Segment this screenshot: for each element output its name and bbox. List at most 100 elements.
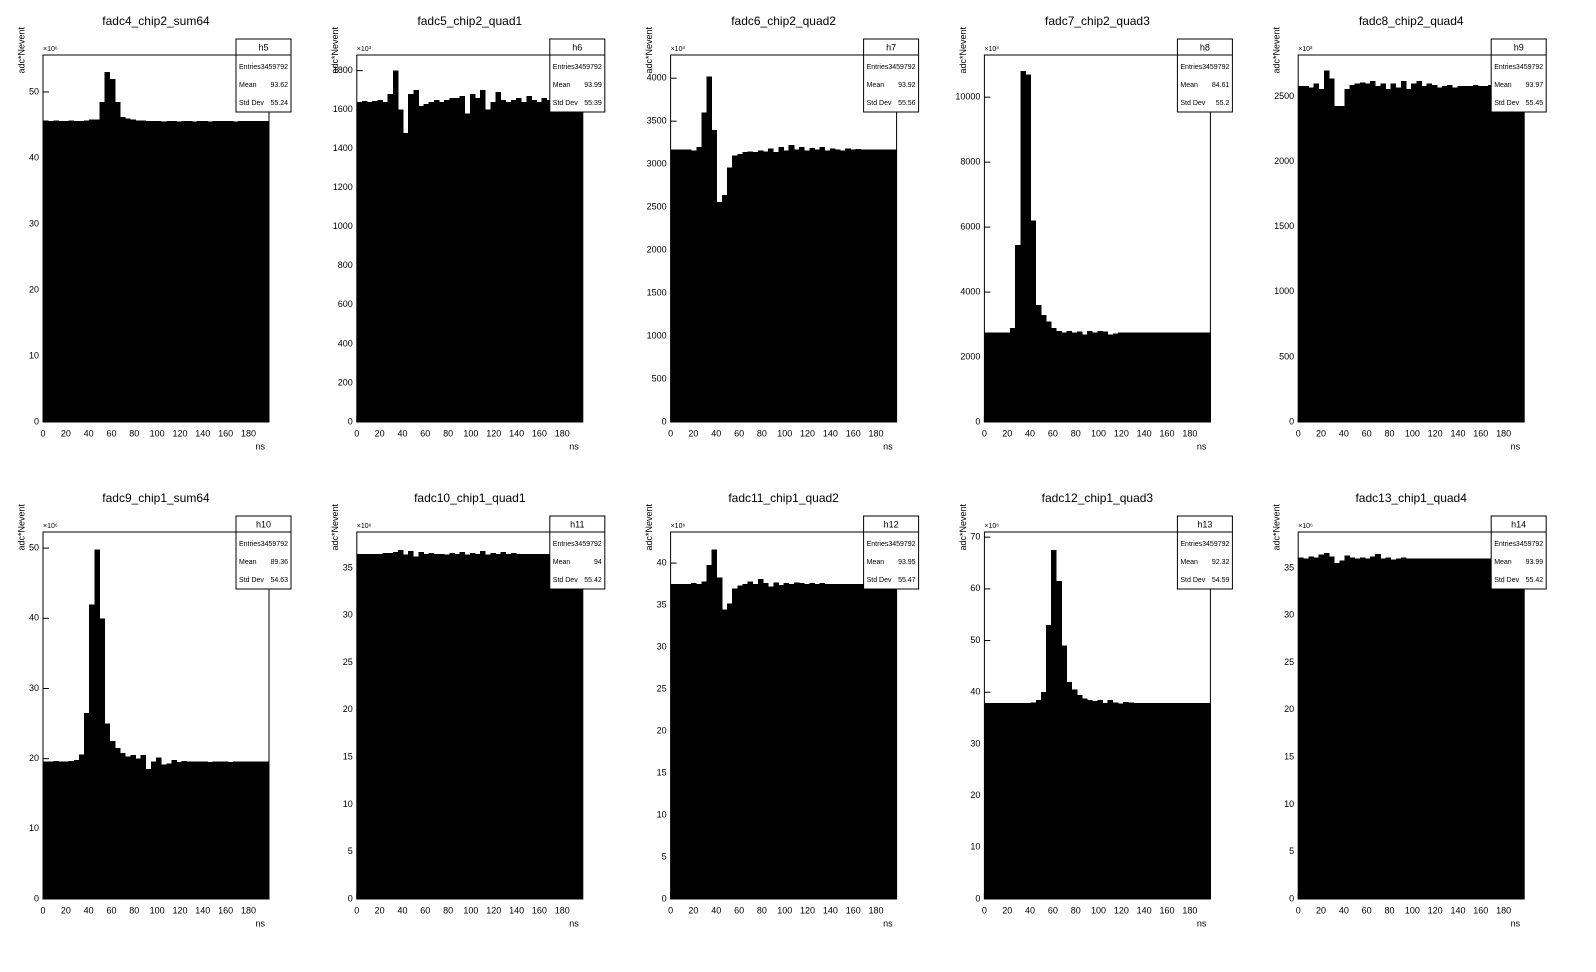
- histogram-bar: [716, 201, 723, 422]
- histogram-bar: [994, 332, 1001, 422]
- histogram-bar: [1421, 86, 1428, 422]
- histogram-bar: [577, 99, 584, 423]
- y-tick-label: 70: [970, 532, 980, 542]
- histogram-bar: [114, 748, 121, 899]
- histogram-bar: [670, 149, 677, 422]
- stats-value: 93.62: [270, 82, 288, 89]
- histogram-bar: [145, 769, 152, 899]
- histogram-bar: [480, 90, 486, 422]
- histogram-bar: [48, 121, 54, 422]
- y-axis-label: adc*Nevent: [958, 27, 968, 74]
- histogram-bar: [161, 764, 167, 899]
- histogram-bar: [1076, 331, 1083, 422]
- histogram-bar: [58, 121, 64, 422]
- stats-label: Entries: [553, 541, 575, 548]
- histogram-bar: [793, 582, 800, 899]
- histogram-bar: [94, 549, 100, 899]
- stats-label: Entries: [867, 541, 889, 548]
- x-tick-label: 40: [1339, 905, 1349, 915]
- histogram-bar: [1189, 703, 1196, 899]
- stats-label: Entries: [1494, 64, 1516, 71]
- histogram-bar: [1179, 332, 1186, 422]
- histogram-bar: [675, 584, 682, 899]
- histogram-bar: [1462, 558, 1469, 899]
- y-tick-label: 5: [1289, 846, 1294, 856]
- histogram-bar: [1081, 698, 1088, 899]
- histogram-bar: [1040, 314, 1047, 422]
- histogram-bar: [202, 761, 208, 899]
- x-tick-label: 120: [172, 428, 187, 438]
- y-tick-label: 3000: [647, 159, 667, 169]
- histogram-bar: [1411, 558, 1417, 899]
- histogram-bar: [413, 90, 419, 422]
- histogram-bar: [521, 101, 527, 422]
- histogram-bar: [176, 121, 183, 422]
- histogram-bar: [1035, 699, 1042, 899]
- x-tick-label: 160: [846, 905, 861, 915]
- stats-value: 93.95: [898, 559, 916, 566]
- histogram-bar: [1030, 702, 1037, 899]
- histogram-bar: [500, 99, 507, 423]
- y-tick-label: 30: [1284, 610, 1294, 620]
- y-tick-label: 30: [657, 641, 667, 651]
- histogram-bar: [984, 703, 990, 899]
- x-tick-label: 0: [1296, 905, 1301, 915]
- histogram-bar: [1303, 86, 1309, 422]
- stats-value: 55.45: [1526, 100, 1544, 107]
- histogram-bar: [140, 755, 147, 899]
- x-tick-label: 180: [555, 905, 570, 915]
- histogram-bar: [788, 584, 795, 899]
- y-tick-label: 10: [29, 823, 39, 833]
- x-tick-label: 0: [40, 428, 45, 438]
- histogram-bar: [1344, 555, 1350, 899]
- histogram-bar: [526, 95, 532, 422]
- histogram-bar: [382, 552, 389, 899]
- histogram-bar: [1313, 83, 1320, 423]
- histogram-bar: [1416, 81, 1422, 422]
- histogram-bar: [1308, 87, 1315, 422]
- x-tick-label: 80: [757, 905, 767, 915]
- histogram-bar: [408, 94, 414, 423]
- histogram-bar: [1138, 703, 1145, 899]
- histogram-bar: [1447, 84, 1453, 423]
- stats-label: Mean: [239, 82, 257, 89]
- x-tick-label: 60: [734, 905, 744, 915]
- y-tick-label: 40: [970, 687, 980, 697]
- x-tick-label: 0: [1296, 428, 1301, 438]
- histogram-bar: [860, 149, 867, 422]
- histogram-bar: [433, 99, 440, 423]
- histogram-bar: [1097, 331, 1103, 422]
- stats-name: h13: [1197, 519, 1212, 529]
- histogram-bar: [686, 584, 692, 899]
- histogram-bar: [721, 195, 728, 422]
- stats-value: 3459792: [1516, 541, 1543, 548]
- histogram-bar: [413, 556, 419, 899]
- stats-name: h7: [886, 42, 896, 52]
- histogram-bar: [227, 121, 234, 422]
- histogram-bar: [546, 99, 553, 423]
- histogram-bar: [1071, 332, 1078, 422]
- histogram-bar: [392, 551, 399, 899]
- histogram-bar: [1508, 86, 1515, 422]
- histogram-bar: [78, 121, 85, 422]
- y-tick-label: 1600: [333, 104, 353, 114]
- histogram-bar: [1323, 552, 1330, 899]
- x-axis-label: ns: [255, 918, 265, 928]
- histogram-bar: [73, 760, 80, 899]
- y-tick-label: 1000: [333, 221, 353, 231]
- stats-name: h10: [256, 519, 271, 529]
- histogram-bar: [459, 95, 466, 422]
- chart-title: fadc7_chip2_quad3: [1045, 14, 1150, 28]
- x-tick-label: 20: [688, 428, 698, 438]
- histogram-bar: [1467, 558, 1474, 899]
- stats-box: [235, 515, 292, 590]
- stats-box: [549, 38, 606, 113]
- stats-value: 55.56: [898, 100, 916, 107]
- plot-frame: [670, 531, 898, 900]
- stats-value: 3459792: [261, 64, 288, 71]
- y-tick-label: 30: [29, 218, 39, 228]
- histogram-bar: [747, 151, 754, 422]
- histogram-bar: [1385, 88, 1392, 422]
- x-tick-label: 20: [61, 905, 71, 915]
- histogram-bar: [757, 579, 764, 899]
